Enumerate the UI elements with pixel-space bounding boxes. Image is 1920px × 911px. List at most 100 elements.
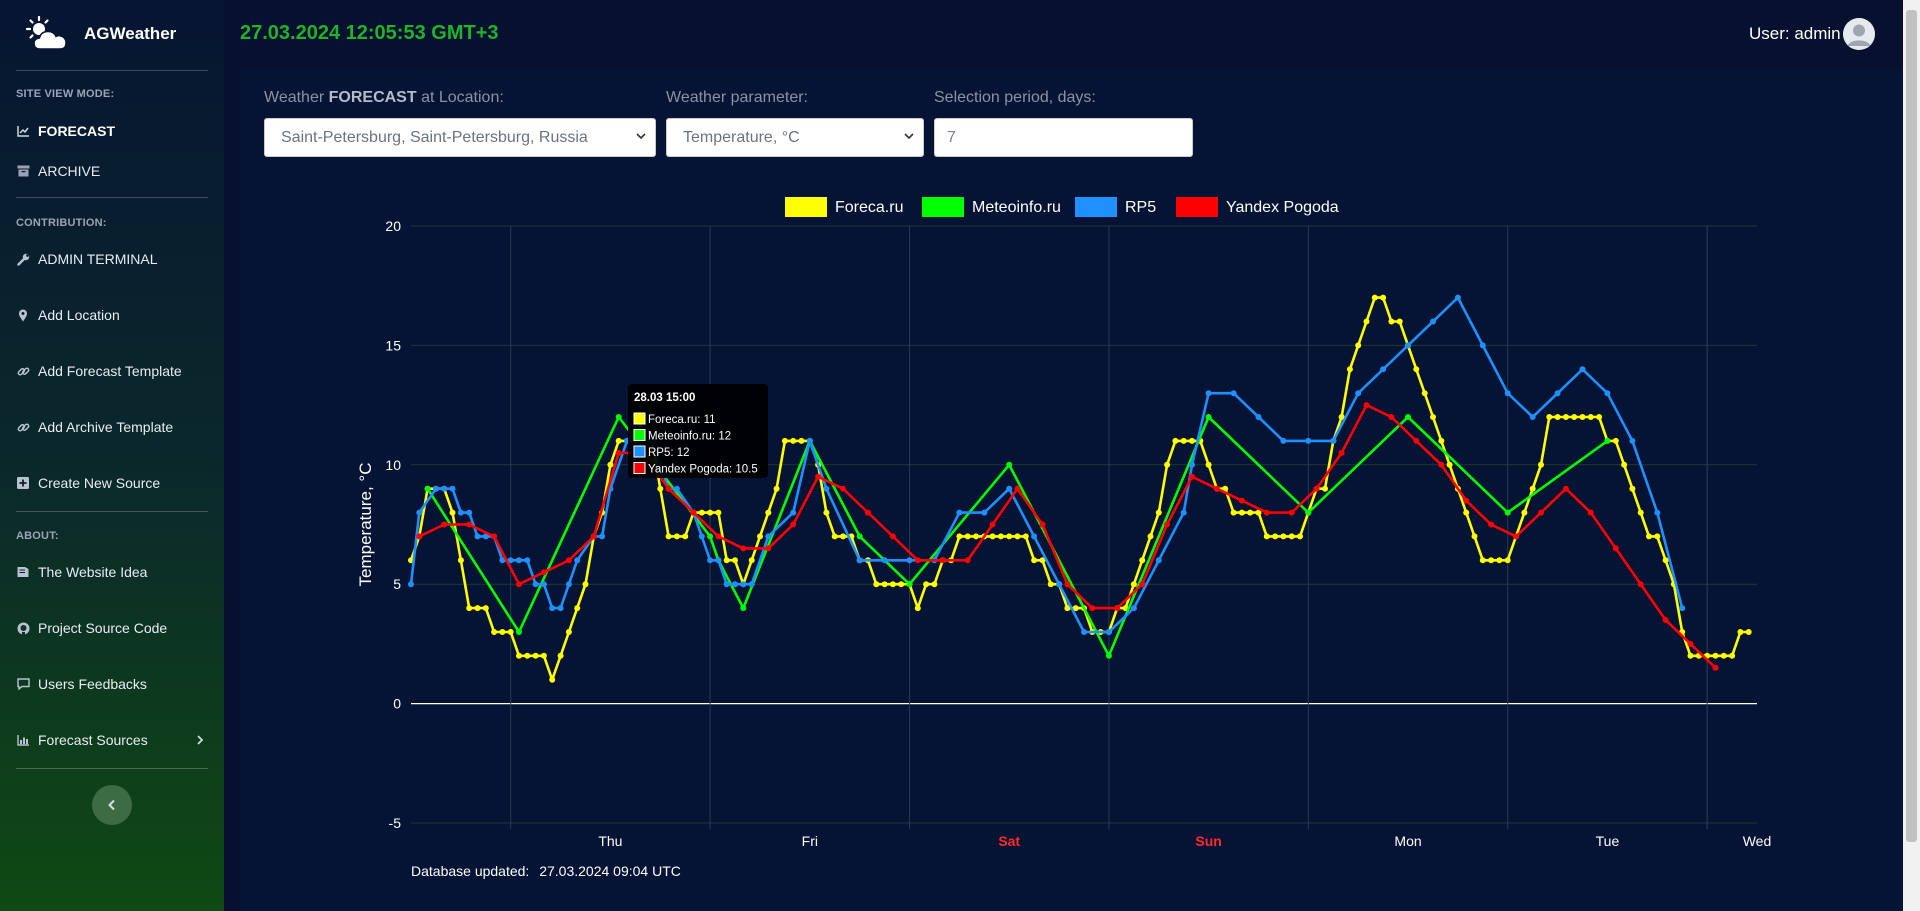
data-point xyxy=(1612,545,1619,552)
page-scrollbar[interactable] xyxy=(1903,0,1920,911)
data-point xyxy=(466,509,473,516)
data-point xyxy=(1538,509,1544,516)
data-point xyxy=(823,485,830,492)
data-point xyxy=(574,557,581,564)
sidebar-item-label: Users Feedbacks xyxy=(38,676,147,692)
data-point xyxy=(1737,629,1744,635)
data-point xyxy=(1421,390,1428,397)
data-point xyxy=(1189,473,1195,480)
data-point xyxy=(491,629,498,635)
data-point xyxy=(1562,414,1569,420)
data-point xyxy=(507,629,514,635)
data-point xyxy=(1380,366,1387,373)
sidebar-item-label: Add Forecast Template xyxy=(38,363,182,379)
data-point xyxy=(665,533,672,540)
data-point xyxy=(1596,414,1603,420)
sidebar-heading-contribution: CONTRIBUTION: xyxy=(16,217,107,229)
data-point xyxy=(1130,581,1137,588)
sidebar-item-add-archive-template[interactable]: Add Archive Template xyxy=(16,413,208,441)
data-point xyxy=(1712,664,1719,671)
chevron-down-icon xyxy=(904,133,914,140)
data-point xyxy=(889,581,896,588)
data-point xyxy=(1413,366,1420,373)
sidebar-item-label: ADMIN TERMINAL xyxy=(38,251,158,267)
sidebar-item-add-forecast-template[interactable]: Add Forecast Template xyxy=(16,357,208,385)
parameter-select[interactable]: Temperature, °C xyxy=(666,118,924,157)
parameter-select-value: Temperature, °C xyxy=(683,128,800,146)
sidebar-item-add-location[interactable]: Add Location xyxy=(16,301,208,329)
tooltip-line: Meteoinfo.ru: 12 xyxy=(648,431,731,443)
data-point xyxy=(1662,557,1669,564)
data-point xyxy=(914,605,921,612)
link-icon xyxy=(16,364,30,378)
main-panel xyxy=(240,70,1904,911)
data-point xyxy=(815,473,822,480)
data-point xyxy=(615,414,622,420)
data-point xyxy=(482,605,489,612)
data-point xyxy=(1114,605,1121,612)
sidebar-item-forecast[interactable]: FORECAST xyxy=(16,117,208,145)
sidebar-item-label: The Website Idea xyxy=(38,564,148,580)
series-yandex-pogoda xyxy=(416,402,1719,671)
sidebar-item-admin-terminal[interactable]: ADMIN TERMINAL xyxy=(16,245,208,273)
data-point xyxy=(989,521,996,528)
data-point xyxy=(1604,390,1611,397)
data-point xyxy=(1430,318,1436,325)
data-point xyxy=(790,437,797,444)
data-point xyxy=(1612,437,1619,444)
data-point xyxy=(964,557,971,564)
brand[interactable]: AGWeather xyxy=(24,16,176,52)
data-point xyxy=(740,581,747,588)
data-point xyxy=(1679,605,1686,612)
data-point xyxy=(1446,461,1453,468)
series-rp5 xyxy=(408,294,1686,635)
sidebar-item-users-feedbacks[interactable]: Users Feedbacks xyxy=(16,670,208,698)
data-point xyxy=(449,485,456,492)
data-point xyxy=(516,629,522,635)
x-tick-label: Sat xyxy=(998,833,1020,849)
data-point xyxy=(615,449,622,456)
sidebar-item-website-idea[interactable]: The Website Idea xyxy=(16,558,208,586)
data-point xyxy=(1164,521,1171,528)
database-updated-value: 27.03.2024 09:04 UTC xyxy=(539,863,681,879)
location-select[interactable]: Saint-Petersburg, Saint-Petersburg, Russ… xyxy=(264,118,656,157)
sidebar-item-create-new-source[interactable]: Create New Source xyxy=(16,469,208,497)
data-point xyxy=(1629,437,1636,444)
data-point xyxy=(723,581,730,588)
data-point xyxy=(1729,652,1736,659)
data-point xyxy=(1147,533,1154,540)
data-point xyxy=(1288,509,1295,516)
sidebar-collapse-button[interactable] xyxy=(92,785,132,825)
data-point xyxy=(1454,294,1461,301)
user-label[interactable]: User: admin xyxy=(1749,24,1841,43)
data-point xyxy=(441,485,448,492)
data-point xyxy=(1255,414,1262,420)
sidebar-item-archive[interactable]: ARCHIVE xyxy=(16,157,208,185)
scrollbar-thumb[interactable] xyxy=(1906,10,1917,842)
data-point xyxy=(1056,581,1063,588)
data-point xyxy=(906,581,913,588)
data-point xyxy=(1272,533,1279,540)
y-tick-label: 5 xyxy=(393,576,401,592)
chevron-down-icon xyxy=(636,133,646,140)
data-point xyxy=(1006,533,1013,540)
tooltip-title: 28.03 15:00 xyxy=(634,392,695,404)
data-point xyxy=(715,557,722,564)
period-input[interactable]: 7 xyxy=(934,118,1193,157)
y-tick-label: 10 xyxy=(385,457,401,473)
data-point xyxy=(557,652,564,659)
data-point xyxy=(1064,581,1071,588)
sidebar-item-project-source-code[interactable]: Project Source Code xyxy=(16,614,208,642)
data-point xyxy=(906,557,913,564)
data-point xyxy=(1471,533,1478,540)
data-point xyxy=(557,605,564,612)
data-point xyxy=(1172,437,1179,444)
sidebar-item-forecast-sources[interactable]: Forecast Sources xyxy=(16,726,208,754)
avatar[interactable] xyxy=(1843,18,1875,50)
data-point xyxy=(1255,509,1262,516)
data-point xyxy=(1105,629,1112,635)
data-point xyxy=(1155,557,1162,564)
data-point xyxy=(1579,366,1586,373)
data-point xyxy=(1305,509,1312,516)
data-point xyxy=(1338,414,1345,420)
